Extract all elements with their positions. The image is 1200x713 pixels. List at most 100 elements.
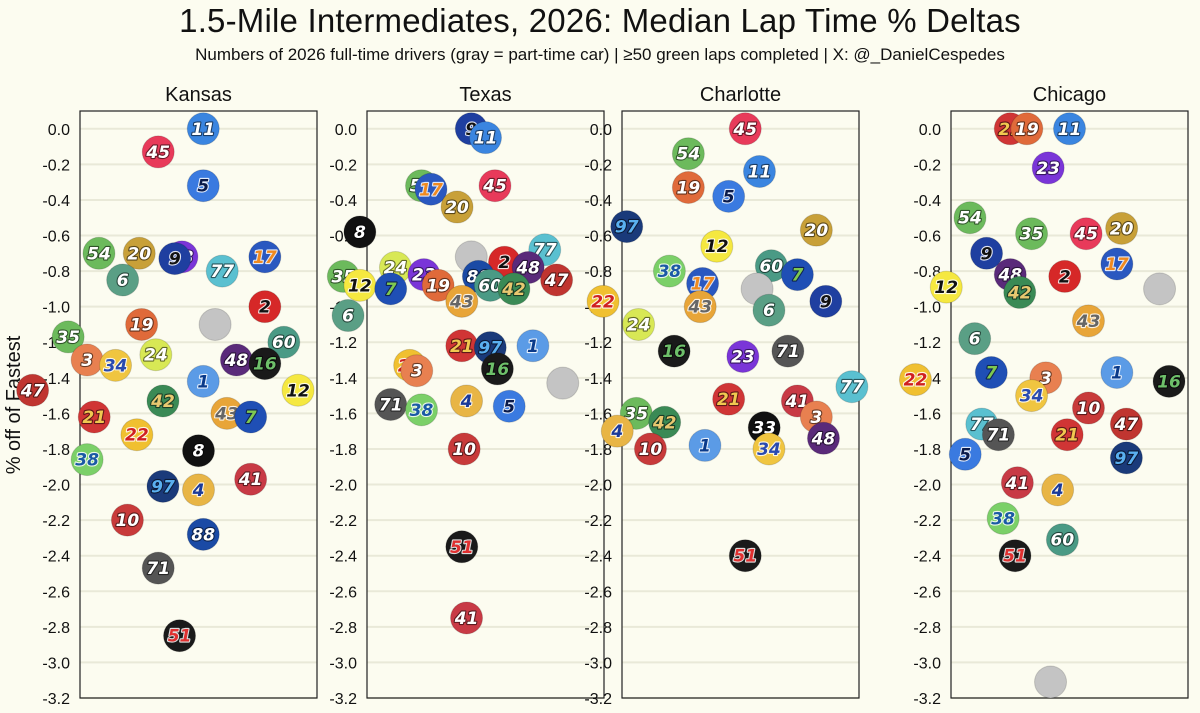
point-marker [1048, 259, 1082, 293]
point-marker [141, 551, 175, 585]
point-marker [700, 229, 734, 263]
point-marker [970, 236, 1004, 270]
point-label: 6 [763, 301, 775, 321]
car-point-54: 54 [671, 137, 705, 171]
car-point-42: 42 [1003, 275, 1037, 309]
point-marker [898, 363, 932, 397]
point-marker [712, 382, 746, 416]
car-point-38: 38 [986, 501, 1020, 535]
point-label: 12 [348, 276, 372, 296]
y-tick-label: 0.0 [919, 122, 941, 139]
y-tick-label: -0.6 [42, 229, 70, 246]
point-marker [248, 290, 282, 324]
point-marker [139, 338, 173, 372]
point-label: 45 [732, 120, 757, 140]
point-label: 12 [286, 381, 310, 401]
point-label: 97 [615, 218, 639, 238]
point-label: 51 [168, 627, 192, 647]
point-marker [1143, 272, 1177, 306]
point-marker [16, 373, 50, 407]
car-point-9: 9 [970, 236, 1004, 270]
car-point-1: 1 [688, 428, 722, 462]
point-marker [958, 322, 992, 356]
y-tick-label: -0.4 [913, 193, 941, 210]
point-label: 35 [624, 404, 648, 424]
point-marker [497, 272, 531, 306]
car-point-11: 11 [742, 154, 776, 188]
point-label: 71 [776, 342, 800, 362]
panel-charlotte: 0.0-0.2-0.4-0.6-0.8-1.0-1.2-1.4-1.6-1.8-… [546, 84, 869, 708]
point-label: 2 [259, 298, 271, 318]
point-label: 24 [144, 346, 168, 366]
car-point-51: 51 [445, 530, 479, 564]
point-marker [82, 236, 116, 270]
point-marker [1152, 364, 1186, 398]
point-label: 4 [610, 422, 623, 442]
point-label: 16 [1157, 372, 1181, 392]
point-label: 21 [1055, 426, 1079, 446]
car-point-22: 22 [586, 284, 620, 318]
car-point-9: 9 [158, 242, 192, 276]
point-label: 3 [411, 362, 423, 382]
car-point-5: 5 [712, 179, 746, 213]
point-marker [546, 366, 580, 400]
car-point-7: 7 [374, 272, 408, 306]
car-point-5: 5 [492, 389, 526, 423]
car-point-54: 54 [82, 236, 116, 270]
car-point-21: 21 [445, 329, 479, 363]
car-point-4: 4 [1041, 473, 1075, 507]
point-marker [1010, 112, 1044, 146]
car-point-45: 45 [141, 135, 175, 169]
y-tick-label: -2.2 [584, 513, 612, 530]
point-label: 51 [450, 538, 474, 558]
point-marker [421, 268, 455, 302]
point-marker [728, 112, 762, 146]
y-tick-label: -1.8 [329, 442, 357, 459]
car-point-22: 22 [898, 363, 932, 397]
y-tick-label: -1.0 [42, 300, 70, 317]
point-label: 5 [503, 397, 515, 417]
point-label: 17 [691, 275, 715, 295]
car-point-48: 48 [806, 421, 840, 455]
point-label: 20 [805, 221, 829, 241]
point-label: 11 [474, 129, 498, 149]
point-marker [186, 517, 220, 551]
point-marker [1015, 217, 1049, 251]
point-label: 5 [723, 187, 735, 207]
car-point-12: 12 [700, 229, 734, 263]
y-tick-label: -2.4 [42, 549, 70, 566]
point-marker [450, 384, 484, 418]
point-label: 19 [130, 315, 154, 335]
point-label: 17 [1105, 255, 1129, 275]
point-marker [1109, 407, 1143, 441]
point-marker [981, 418, 1015, 452]
point-marker [480, 352, 514, 386]
car-point-21: 21 [77, 400, 111, 434]
point-label: 6 [342, 307, 354, 327]
car-point-60: 60 [754, 249, 788, 283]
car-point-41: 41 [780, 384, 814, 418]
car-point-60: 60 [267, 325, 301, 359]
y-tick-label: -1.8 [584, 442, 612, 459]
car-point-77: 77 [835, 370, 869, 404]
y-tick-label: -2.2 [913, 513, 941, 530]
car-point-12: 12 [929, 270, 963, 304]
point-label: 21 [82, 408, 106, 428]
car-point-4: 4 [600, 414, 634, 448]
y-tick-label: -2.0 [42, 478, 70, 495]
car-point-42: 42 [146, 384, 180, 418]
car-point-35: 35 [1015, 217, 1049, 251]
point-marker [331, 299, 365, 333]
point-label: 48 [224, 351, 249, 371]
car-point-5: 5 [186, 169, 220, 203]
car-point-17: 17 [686, 267, 720, 301]
car-point-7: 7 [780, 258, 814, 292]
point-marker [726, 339, 760, 373]
y-tick-label: -1.2 [329, 335, 357, 352]
point-label: 9 [981, 244, 993, 264]
car-point-38: 38 [652, 254, 686, 288]
car-point-22: 22 [120, 418, 154, 452]
point-marker [405, 393, 439, 427]
car-point-97: 97 [146, 469, 180, 503]
point-marker [400, 354, 434, 388]
